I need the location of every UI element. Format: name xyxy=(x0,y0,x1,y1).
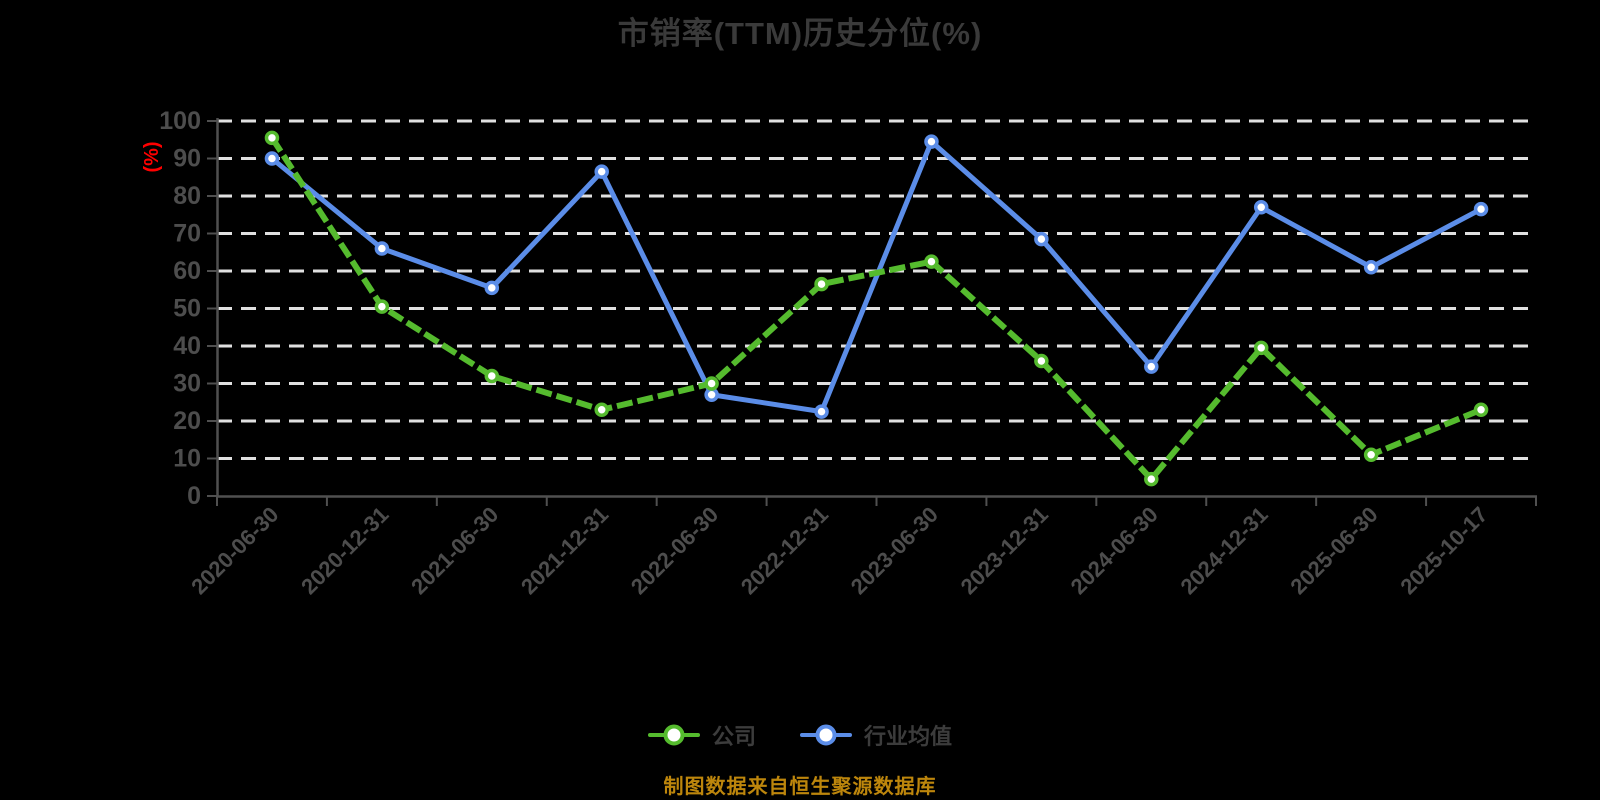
data-point-公司-2021-06-30[interactable] xyxy=(484,368,500,384)
y-tick-label-70: 70 xyxy=(173,220,201,248)
y-tick-label-80: 80 xyxy=(173,182,201,210)
company-line-marker-icon xyxy=(647,724,700,746)
data-point-行业均值-2023-06-30[interactable] xyxy=(924,134,939,149)
data-source-note: 制图数据来自恒生聚源数据库 xyxy=(663,776,937,798)
y-tick-label-90: 90 xyxy=(173,145,201,173)
y-axis-unit-label: (%) xyxy=(141,141,163,172)
data-point-公司-2020-12-31[interactable] xyxy=(374,299,390,314)
x-label-2020-12-31: 2020-12-31 xyxy=(296,502,393,599)
x-label-2023-12-31: 2023-12-31 xyxy=(956,502,1053,599)
legend: 公司 行业均值 xyxy=(0,719,1600,751)
data-point-公司-2024-12-31[interactable] xyxy=(1253,340,1269,356)
data-point-行业均值-2024-12-31[interactable] xyxy=(1253,200,1269,215)
data-point-行业均值-2021-06-30[interactable] xyxy=(484,280,500,296)
x-label-2022-06-30: 2022-06-30 xyxy=(626,502,723,599)
x-label-2025-06-30: 2025-06-30 xyxy=(1285,502,1382,599)
data-point-公司-2022-06-30[interactable] xyxy=(704,376,719,391)
y-tick-label-10: 10 xyxy=(173,445,201,473)
chart-title: 市销率(TTM)历史分位(%) xyxy=(617,16,983,51)
y-tick-label-100: 100 xyxy=(159,107,201,135)
legend-label-company: 公司 xyxy=(711,724,756,749)
data-point-行业均值-2020-12-31[interactable] xyxy=(374,241,390,256)
industry-line-marker-icon xyxy=(800,724,852,746)
x-label-2021-12-31: 2021-12-31 xyxy=(516,502,613,599)
y-tick-label-20: 20 xyxy=(173,407,201,435)
data-point-公司-2022-12-31[interactable] xyxy=(814,276,829,292)
data-point-行业均值-2025-06-30[interactable] xyxy=(1363,260,1379,275)
data-point-公司-2024-06-30[interactable] xyxy=(1144,471,1159,487)
legend-item-company[interactable]: 公司 xyxy=(647,719,756,751)
y-tick-label-40: 40 xyxy=(173,332,201,360)
legend-label-industry-average: 行业均值 xyxy=(864,724,953,749)
line-chart-canvas[interactable]: 0 10 20 30 40 50 60 70 80 90 100 2020-06-30 2020-12-… xyxy=(0,0,1600,700)
data-point-行业均值-2020-06-30[interactable] xyxy=(264,151,280,166)
x-label-2021-06-30: 2021-06-30 xyxy=(406,502,503,599)
x-label-2025-10-17: 2025-10-17 xyxy=(1395,502,1492,599)
data-point-公司-2021-12-31[interactable] xyxy=(594,402,609,417)
data-point-行业均值-2025-10-17[interactable] xyxy=(1473,201,1489,217)
x-label-2024-06-30: 2024-06-30 xyxy=(1066,502,1163,599)
data-point-公司-2020-06-30[interactable] xyxy=(264,130,280,146)
series-line-行业均值[interactable] xyxy=(270,139,1483,415)
data-point-行业均值-2024-06-30[interactable] xyxy=(1144,359,1159,374)
data-point-行业均值-2022-12-31[interactable] xyxy=(814,404,829,419)
data-point-行业均值-2021-12-31[interactable] xyxy=(594,164,609,179)
data-point-行业均值-2022-06-30[interactable] xyxy=(704,387,719,402)
series-line-公司[interactable] xyxy=(269,136,1483,483)
y-tick-label-30: 30 xyxy=(173,370,201,398)
data-point-行业均值-2023-12-31[interactable] xyxy=(1034,231,1049,247)
data-point-公司-2023-06-30[interactable] xyxy=(924,254,939,269)
x-label-2022-12-31: 2022-12-31 xyxy=(736,502,833,599)
y-tick-label-60: 60 xyxy=(173,257,201,285)
y-tick-label-50: 50 xyxy=(173,295,201,323)
data-point-公司-2023-12-31[interactable] xyxy=(1034,353,1049,369)
data-point-公司-2025-10-17[interactable] xyxy=(1473,402,1489,417)
x-label-2020-06-30: 2020-06-30 xyxy=(186,502,283,599)
y-tick-label-0: 0 xyxy=(187,482,201,510)
data-point-公司-2025-06-30[interactable] xyxy=(1363,447,1379,462)
legend-item-industry-average[interactable]: 行业均值 xyxy=(800,719,952,751)
x-label-2023-06-30: 2023-06-30 xyxy=(846,502,943,599)
x-label-2024-12-31: 2024-12-31 xyxy=(1175,502,1272,599)
